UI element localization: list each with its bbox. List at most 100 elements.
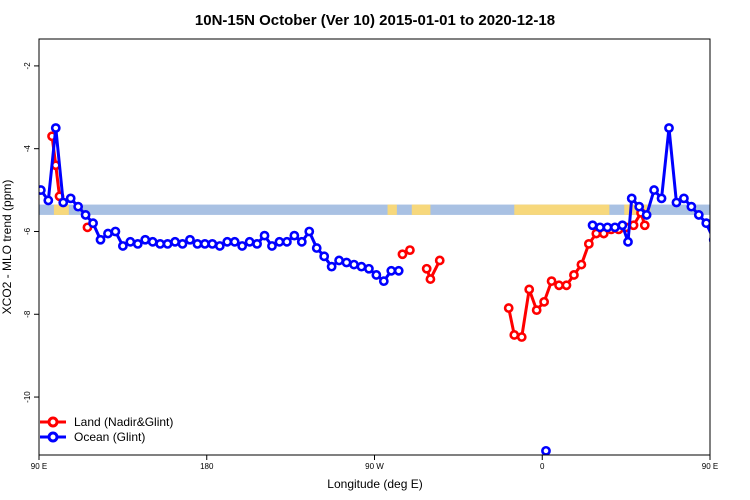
data-point <box>671 197 682 208</box>
data-point <box>214 241 225 251</box>
data-point <box>185 234 195 245</box>
data-point <box>274 236 285 247</box>
data-point <box>237 241 248 251</box>
data-point <box>50 123 61 133</box>
data-point <box>319 251 330 262</box>
data-point <box>723 162 730 169</box>
y-tick-label: -6 <box>23 227 32 235</box>
data-point <box>229 236 240 247</box>
data-point <box>192 238 203 249</box>
data-point <box>39 185 46 195</box>
data-point <box>155 238 166 249</box>
data-point <box>125 236 136 247</box>
data-point <box>371 270 382 280</box>
data-point <box>524 284 535 295</box>
data-point <box>649 185 659 195</box>
data-point <box>708 236 710 243</box>
data-point <box>386 265 397 276</box>
data-point <box>634 201 645 212</box>
data-point <box>546 276 557 287</box>
data-point <box>244 236 255 247</box>
data-point <box>140 234 151 245</box>
series-line <box>723 136 730 196</box>
data-point <box>693 210 704 220</box>
x-tick-label: 90 W <box>365 462 384 471</box>
data-point <box>281 236 292 247</box>
data-point <box>610 222 620 233</box>
data-point <box>425 274 436 284</box>
map-land-patch <box>514 204 610 215</box>
data-point <box>326 261 337 272</box>
data-point <box>177 238 188 249</box>
x-tick-label: 0 <box>540 462 545 471</box>
data-point <box>561 280 572 291</box>
data-point <box>503 303 514 313</box>
series-land <box>47 131 734 342</box>
data-point <box>341 257 352 268</box>
data-point <box>656 193 667 204</box>
map-ocean-strip <box>39 204 710 215</box>
y-tick-label: -10 <box>23 391 32 403</box>
x-tick-label: 90 E <box>31 462 47 471</box>
data-point <box>554 280 564 291</box>
x-tick-label: 180 <box>200 462 214 471</box>
legend-land-label: Land (Nadir&Glint) <box>74 415 173 429</box>
data-point <box>296 236 307 247</box>
data-point <box>95 234 106 245</box>
data-point <box>602 222 613 233</box>
data-point <box>132 238 143 249</box>
data-point <box>727 193 734 200</box>
data-point <box>626 193 637 204</box>
data-point <box>434 255 445 266</box>
data-point <box>701 218 710 229</box>
map-land-patch <box>53 204 69 215</box>
data-point <box>334 255 344 266</box>
y-axis-label: XCO2 - MLO trend (ppm) <box>0 180 14 315</box>
y-axis: -2 -4 -6 -8 -10 <box>23 62 39 403</box>
data-point <box>397 249 408 260</box>
data-point <box>73 201 84 212</box>
data-point <box>110 226 121 237</box>
data-point <box>267 241 277 251</box>
map-land-patch <box>411 204 431 215</box>
data-point <box>311 243 322 253</box>
data-point <box>595 222 605 233</box>
x-tick-label: 90 E <box>702 462 718 471</box>
data-point <box>576 259 587 270</box>
data-point <box>117 241 128 251</box>
data-point <box>252 238 262 249</box>
data-point <box>222 236 233 247</box>
data-point <box>421 263 432 274</box>
data-point <box>531 305 542 316</box>
data-point <box>516 332 527 342</box>
data-point <box>103 228 113 239</box>
data-point <box>686 201 697 212</box>
data-point <box>679 193 689 204</box>
data-point <box>639 220 650 231</box>
data-point <box>80 210 91 220</box>
series-layer <box>39 123 747 455</box>
data-point <box>740 238 747 245</box>
data-point <box>43 195 54 206</box>
y-tick-label: -4 <box>23 145 32 153</box>
data-point <box>617 220 628 231</box>
y-tick-label: -8 <box>23 310 32 318</box>
x-axis-label: Longitude (deg E) <box>327 477 422 491</box>
data-point <box>719 133 726 140</box>
data-point <box>199 238 210 249</box>
chart-title: 10N-15N October (Ver 10) 2015-01-01 to 2… <box>195 12 555 29</box>
data-point <box>170 236 180 247</box>
data-point <box>405 245 415 256</box>
data-point <box>541 445 551 455</box>
data-point <box>623 236 633 247</box>
data-point <box>587 220 598 231</box>
legend-ocean-label: Ocean (Glint) <box>74 430 145 444</box>
data-point <box>162 238 173 249</box>
data-point <box>147 236 158 247</box>
data-point <box>356 261 367 272</box>
data-point <box>725 228 732 235</box>
data-point <box>509 330 520 340</box>
data-point <box>349 259 359 270</box>
legend-land-marker <box>47 416 59 428</box>
